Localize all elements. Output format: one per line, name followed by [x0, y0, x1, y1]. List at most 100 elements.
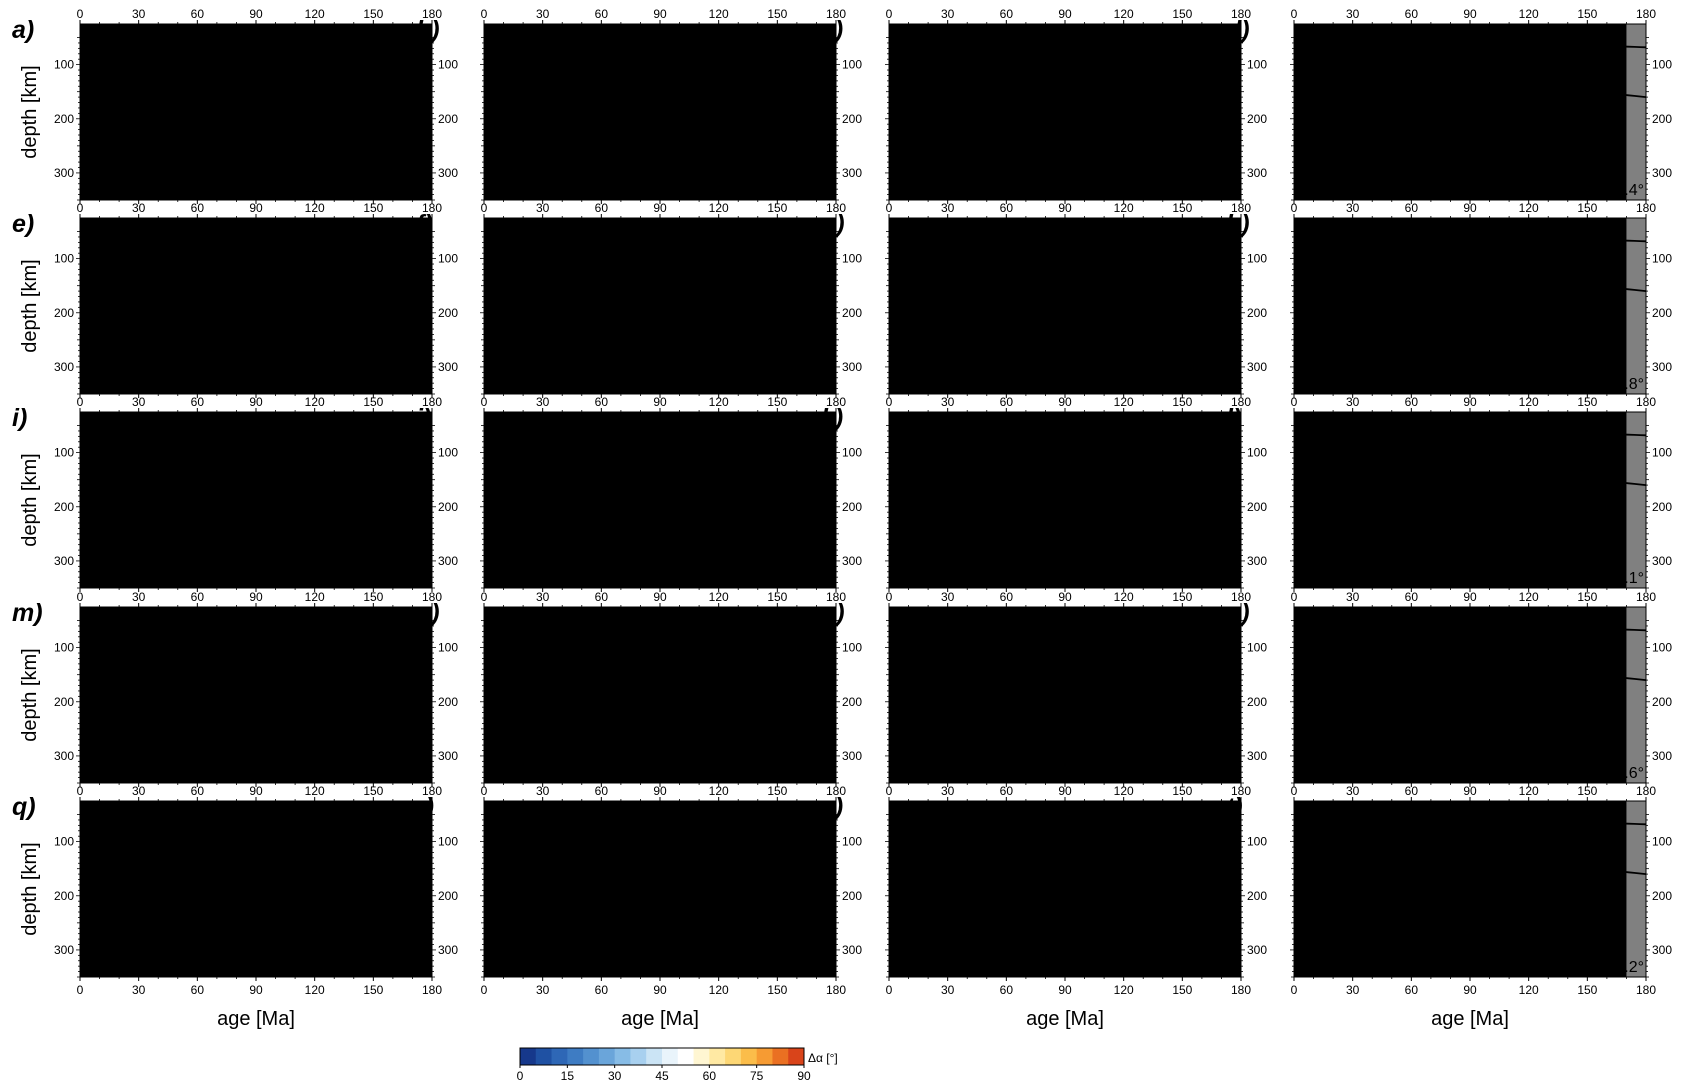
field-cell: [216, 286, 228, 297]
field-cell: [402, 92, 414, 103]
field-cell: [728, 33, 739, 45]
field-cell: [99, 286, 110, 297]
y-tick-label: 100: [438, 252, 458, 266]
field-cell: [513, 180, 524, 191]
field-cell: [699, 24, 710, 35]
field-cell: [334, 335, 345, 346]
field-cell: [718, 72, 730, 84]
field-cell: [1362, 151, 1373, 162]
field-cell: [363, 286, 374, 297]
field-cell: [650, 141, 661, 152]
field-cell: [1548, 92, 1559, 103]
field-cell: [1104, 296, 1115, 307]
field-cell: [1231, 141, 1241, 152]
field-cell: [591, 286, 602, 297]
field-cell: [1372, 131, 1383, 142]
field-cell: [344, 257, 355, 268]
field-cell: [928, 237, 939, 248]
field-cell: [344, 92, 355, 103]
field-cell: [1558, 72, 1569, 84]
field-cell: [1352, 112, 1364, 123]
field-cell: [128, 354, 140, 366]
field-cell: [1567, 72, 1579, 84]
field-cell: [630, 170, 642, 182]
field-cell: [572, 296, 583, 307]
field-cell: [353, 325, 365, 336]
field-cell: [187, 24, 198, 35]
field-cell: [1231, 257, 1241, 268]
field-cell: [826, 24, 836, 35]
field-cell: [1342, 121, 1354, 133]
field-cell: [1538, 33, 1549, 45]
field-cell: [148, 190, 159, 200]
field-cell: [138, 112, 150, 123]
field-cell: [275, 112, 286, 123]
field-cell: [1323, 33, 1334, 45]
field-cell: [1499, 102, 1510, 113]
field-cell: [1201, 131, 1213, 142]
field-cell: [591, 227, 602, 239]
field-cell: [138, 63, 150, 74]
field-cell: [889, 141, 900, 152]
field-cell: [1182, 151, 1193, 162]
field-cell: [246, 63, 257, 74]
field-cell: [265, 296, 277, 307]
field-cell: [99, 102, 110, 113]
field-cell: [383, 345, 394, 356]
field-cell: [816, 364, 827, 376]
field-cell: [1391, 92, 1403, 103]
field-cell: [748, 141, 759, 152]
field-cell: [1303, 131, 1315, 142]
field-cell: [767, 247, 778, 258]
field-cell: [1294, 43, 1305, 54]
field-cell: [1123, 43, 1135, 54]
field-cell: [177, 286, 189, 297]
field-cell: [620, 218, 632, 229]
field-cell: [581, 33, 593, 45]
field-cell: [503, 247, 514, 258]
field-cell: [207, 315, 218, 327]
field-cell: [1587, 43, 1598, 54]
field-cell: [532, 170, 544, 182]
field-cell: [275, 364, 286, 376]
field-cell: [620, 325, 632, 336]
field-cell: [177, 384, 189, 394]
field-cell: [236, 306, 247, 317]
field-cell: [918, 170, 929, 182]
field-cell: [236, 345, 247, 356]
field-cell: [168, 141, 179, 152]
field-cell: [889, 315, 900, 327]
field-cell: [1113, 43, 1125, 54]
field-cell: [383, 296, 394, 307]
field-cell: [1518, 102, 1530, 113]
field-cell: [1113, 190, 1125, 200]
panel-a: 0 30 60 90 120 150 180100100200200300300depth …: [12, 7, 458, 204]
field-cell: [996, 131, 1007, 142]
field-cell: [1499, 160, 1510, 172]
field-cell: [392, 180, 404, 191]
field-cell: [1401, 63, 1412, 74]
field-cell: [1342, 63, 1354, 74]
field-cell: [728, 72, 739, 84]
field-cell: [728, 237, 739, 248]
field-cell: [1606, 63, 1618, 74]
field-cell: [806, 190, 818, 200]
field-cell: [383, 160, 394, 172]
field-cell: [109, 33, 120, 45]
field-cell: [109, 384, 120, 394]
field-cell: [1342, 131, 1354, 142]
y-tick-label: 100: [54, 252, 74, 266]
field-cell: [422, 286, 432, 297]
field-cell: [1499, 33, 1510, 45]
field-cell: [601, 296, 612, 307]
field-cell: [908, 121, 919, 133]
field-cell: [1211, 141, 1223, 152]
field-cell: [1333, 180, 1344, 191]
field-cell: [1094, 237, 1105, 248]
field-cell: [484, 160, 495, 172]
field-cell: [99, 82, 110, 94]
field-cell: [324, 354, 335, 366]
field-cell: [767, 227, 778, 239]
field-cell: [484, 82, 495, 94]
field-cell: [532, 364, 544, 376]
